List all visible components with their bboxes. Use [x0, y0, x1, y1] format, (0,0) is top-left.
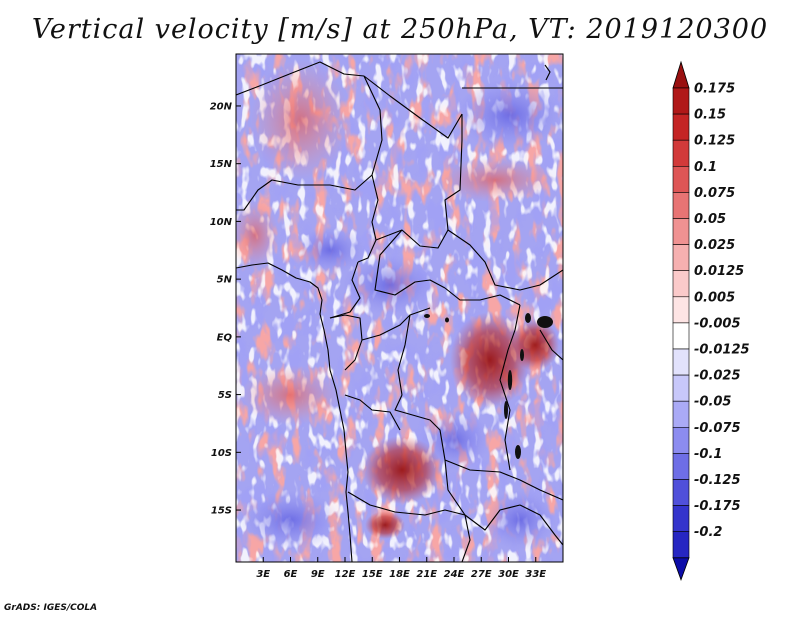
lat-tick-label: 20N: [210, 101, 233, 112]
lat-tick-label: 5N: [217, 275, 233, 286]
colorbar-bin: [672, 322, 690, 350]
colorbar-label: -0.2: [694, 525, 722, 540]
colorbar-label: 0.05: [694, 212, 726, 227]
colorbar-label: -0.025: [694, 369, 741, 384]
lat-tick-label: 10S: [211, 448, 232, 459]
lat-tick-label: EQ: [217, 332, 233, 343]
lon-tick-label: 21E: [416, 569, 437, 580]
longitude-axis: 3E 6E 9E 12E 15E 18E 21E 24E 27E 30E 33E: [256, 557, 546, 580]
colorbar-bin: [672, 453, 690, 480]
latitude-axis: 20N 15N 10N 5N EQ 5S 10S 15S: [210, 101, 241, 517]
lat-tick-label: 15N: [210, 159, 233, 170]
lon-tick-label: 33E: [525, 569, 546, 580]
colorbar-label: 0.075: [694, 186, 735, 201]
colorbar-label: 0.005: [694, 290, 735, 305]
colorbar-label: -0.0125: [694, 343, 750, 358]
colorbar-bin: [672, 479, 690, 506]
colorbar-bin: [672, 244, 690, 272]
lat-tick-label: 15S: [211, 506, 232, 517]
lon-tick-label: 12E: [335, 569, 356, 580]
colorbar-bin: [672, 374, 690, 402]
colorbar-bin: [672, 348, 690, 376]
colorbar-bin: [672, 113, 690, 141]
colorbar-label: -0.1: [694, 447, 722, 462]
colorbar-bin: [672, 400, 690, 428]
colorbar-bin: [672, 218, 690, 245]
lat-tick-label: 10N: [210, 217, 233, 228]
lon-tick-label: 9E: [311, 569, 325, 580]
colorbar-bin: [672, 166, 690, 193]
lon-tick-label: 18E: [389, 569, 410, 580]
colorbar-bin: [672, 192, 690, 219]
colorbar-label: -0.005: [694, 316, 741, 331]
lon-tick-label: 30E: [498, 569, 519, 580]
colorbar-label: -0.075: [694, 421, 741, 436]
colorbar-bin: [672, 270, 690, 298]
colorbar-bin: [672, 426, 690, 454]
grads-credit: GrADS: IGES/COLA: [4, 603, 98, 613]
colorbar-label: 0.1: [694, 160, 717, 175]
colorbar-label: 0.125: [694, 134, 735, 149]
lon-tick-label: 3E: [256, 569, 270, 580]
colorbar-label: 0.0125: [694, 264, 744, 279]
colorbar-bin: [672, 87, 690, 115]
colorbar-bin: [672, 531, 690, 559]
lon-tick-label: 24E: [444, 569, 465, 580]
colorbar: 0.175 0.15 0.125 0.1 0.075 0.05 0.025 0.0125 0.0…: [672, 60, 750, 581]
lat-tick-label: 5S: [218, 390, 232, 401]
lakes: [424, 313, 553, 459]
velocity-field: [236, 54, 563, 562]
colorbar-bin: [672, 139, 690, 167]
colorbar-label: 0.175: [694, 82, 735, 97]
lon-tick-label: 6E: [284, 569, 298, 580]
country-borders: [236, 61, 563, 562]
colorbar-label: 0.025: [694, 238, 735, 253]
colorbar-bottom-triangle: [672, 557, 690, 581]
colorbar-label: -0.175: [694, 499, 741, 514]
lon-tick-label: 27E: [471, 569, 492, 580]
lon-tick-label: 15E: [362, 569, 383, 580]
colorbar-label: -0.05: [694, 395, 731, 410]
colorbar-bin: [672, 505, 690, 533]
colorbar-top-triangle: [672, 60, 690, 89]
colorbar-bin: [672, 296, 690, 324]
colorbar-label: 0.15: [694, 108, 726, 123]
colorbar-label: -0.125: [694, 473, 741, 488]
map-title: Vertical velocity [m/s] at 250hPa, VT: 2…: [31, 14, 769, 45]
